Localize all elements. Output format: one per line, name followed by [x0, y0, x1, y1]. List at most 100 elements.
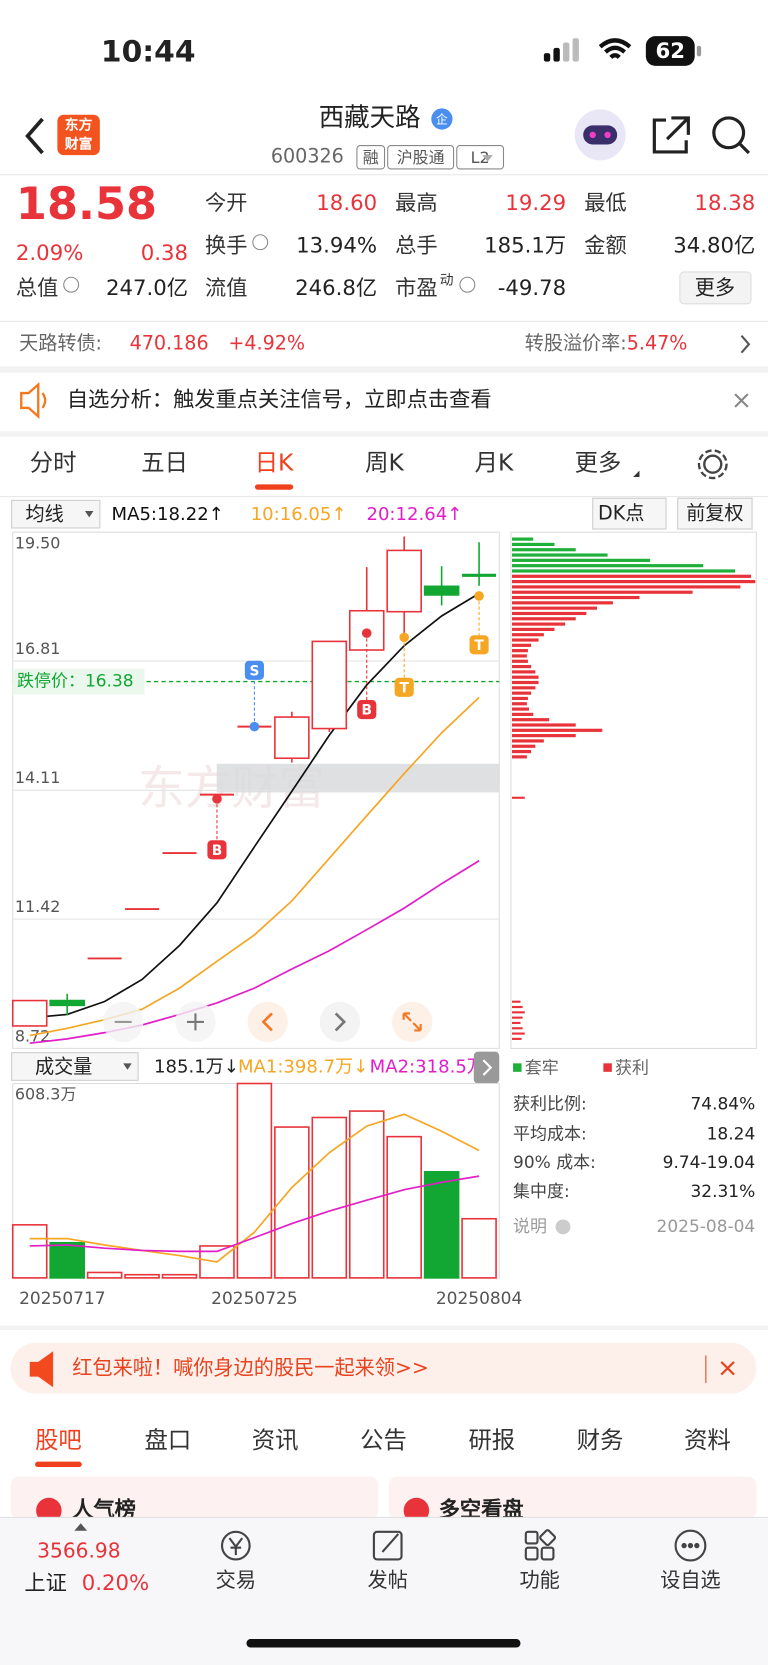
y-tick-label: 14.11 [15, 768, 61, 787]
expand-button[interactable] [473, 1051, 500, 1084]
marker-dot [249, 721, 260, 732]
dk-button[interactable] [592, 497, 667, 530]
candle-body [423, 585, 460, 596]
candle-body [386, 549, 422, 613]
ma10-legend: 10:16.05↑ [251, 504, 347, 525]
promo-banner[interactable] [10, 1342, 757, 1394]
nav-item[interactable]: 功能 [519, 1568, 559, 1592]
stock-name: 西藏天路 [319, 103, 421, 133]
field-value: 185.1万 [484, 233, 566, 258]
section-tabs: 股吧 盘口 资讯 公告 研报 财务 资料 [35, 1426, 731, 1467]
section-tab[interactable]: 财务 [577, 1426, 624, 1454]
ma-selector-label: 均线 [25, 503, 63, 526]
dropdown-icon [123, 1063, 132, 1070]
x-tick-label: 20250717 [19, 1289, 105, 1309]
expand-index[interactable] [74, 1523, 88, 1531]
change-pct: 2.09% [16, 241, 83, 266]
period-tab[interactable]: 日K [255, 449, 294, 477]
more-button[interactable] [679, 271, 752, 305]
chevron[interactable] [740, 334, 751, 354]
scroll-right[interactable] [319, 1001, 361, 1043]
notice-text[interactable]: 自选分析：触发重点关注信号，立即点击查看 [67, 387, 492, 412]
section-tab[interactable]: 研报 [468, 1426, 515, 1454]
field-label-sup: 动 [440, 272, 454, 288]
y-tick-label: 19.50 [15, 533, 61, 552]
section-tab[interactable]: 公告 [360, 1426, 407, 1454]
back-button[interactable] [25, 117, 44, 155]
quote-fields: 今开 18.60 最高 19.29 最低 18.38 换手 13.94% 总手 185.1万 金额 3… [16, 191, 755, 301]
section-tab[interactable]: 资料 [684, 1426, 731, 1454]
limit-down-value: 16.38 [85, 672, 134, 692]
field-value: 246.8亿 [295, 276, 377, 301]
section-tab[interactable]: 盘口 [144, 1426, 191, 1454]
info-icon[interactable] [63, 276, 80, 293]
index-value: 3566.98 [37, 1538, 120, 1562]
speaker-icon [20, 381, 47, 420]
dropdown-icon [84, 510, 94, 518]
banner-close[interactable] [720, 1361, 735, 1376]
candle-body [11, 999, 48, 1027]
note-label[interactable]: 说明 [513, 1217, 547, 1237]
megaphone-icon [29, 1351, 54, 1388]
period-tab[interactable]: 周K [365, 449, 404, 477]
nav-item[interactable]: 发帖 [368, 1568, 408, 1592]
period-tab[interactable]: 分时 [30, 449, 77, 477]
adjust-button[interactable] [677, 497, 753, 530]
home-indicator [246, 1639, 521, 1648]
nav-item[interactable]: 交易 [216, 1568, 256, 1592]
divider [0, 496, 768, 498]
dk-label: DK点 [598, 502, 644, 525]
field-value: 34.80亿 [673, 233, 755, 258]
search-button[interactable] [712, 116, 746, 150]
period-tab[interactable]: 五日 [141, 449, 188, 477]
field-value: 18.60 [316, 191, 377, 216]
assistant-face [583, 125, 618, 145]
info-icon[interactable] [555, 1219, 571, 1235]
stat-label: 平均成本: [513, 1124, 587, 1144]
banner-text: 红包来啦！喊你身边的股民一起来领>> [72, 1356, 429, 1380]
volume-selector[interactable] [11, 1052, 139, 1081]
period-tab[interactable]: 更多 [575, 449, 622, 477]
card[interactable] [10, 1476, 379, 1520]
card[interactable] [388, 1476, 757, 1520]
section-tab[interactable]: 股吧 [35, 1426, 82, 1454]
separator [0, 366, 768, 373]
volume-max-label: 608.3万 [15, 1085, 77, 1104]
share-button[interactable] [652, 116, 690, 154]
bond-pct: +4.92% [228, 332, 305, 355]
period-tab[interactable]: 月K [475, 449, 514, 477]
stat-label: 获利比例: [513, 1095, 587, 1115]
tag-box [356, 145, 386, 170]
info-icon[interactable] [459, 276, 476, 293]
section-tab[interactable]: 资讯 [252, 1426, 299, 1454]
info-icon[interactable] [252, 234, 269, 251]
adjust-label: 前复权 [686, 502, 743, 525]
field-value: 247.0亿 [106, 276, 188, 301]
volume-ma-line [29, 1175, 480, 1253]
marker-label: B [361, 703, 372, 719]
field-label: 总值 [16, 276, 58, 301]
volume-ma-line [29, 1113, 480, 1263]
volume-current: 185.1万↓ [154, 1057, 239, 1078]
tab-indicator [254, 484, 294, 490]
field-value: -49.78 [498, 276, 566, 301]
marker-label: S [249, 663, 259, 679]
settings-icon[interactable] [697, 449, 728, 480]
assistant-eye [589, 131, 596, 139]
divider [0, 1516, 768, 1518]
nav-item[interactable]: 设自选 [660, 1568, 721, 1592]
stat-label: 90% 成本: [513, 1153, 596, 1173]
x-tick-label: 20250725 [211, 1289, 297, 1309]
close-notice[interactable] [734, 393, 749, 408]
fullscreen[interactable] [391, 1001, 433, 1043]
scroll-left[interactable] [247, 1001, 288, 1043]
dropdown-icon[interactable] [482, 155, 493, 162]
premium-label: 转股溢价率: [525, 332, 627, 355]
stock-code: 600326 [271, 145, 344, 168]
chip-date: 2025-08-04 [657, 1217, 756, 1237]
ma-selector[interactable] [11, 499, 101, 529]
limit-down-label: 跌停价：16.38 [17, 672, 134, 692]
zoom-controls [103, 1001, 433, 1043]
